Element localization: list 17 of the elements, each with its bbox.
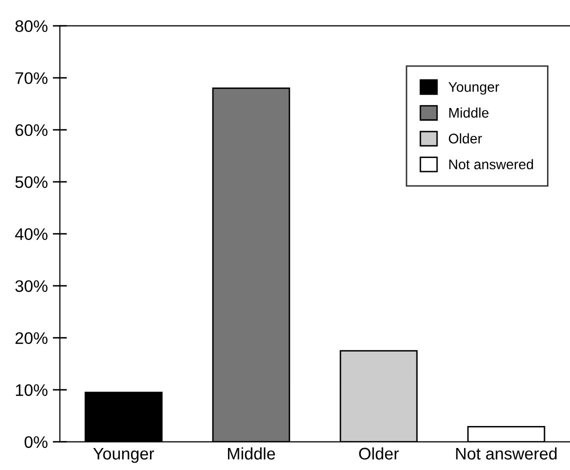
y-tick-label: 30% [15,280,48,292]
legend-label: Older [448,133,482,144]
y-tick-label: 0% [24,436,48,448]
y-tick-label: 70% [16,72,48,84]
x-tick-label: Older [359,447,399,460]
legend-label: Middle [449,108,488,118]
legend-label: Not answered [449,159,533,170]
x-tick-label: Younger [93,448,154,463]
y-tick-label: 80% [15,20,48,32]
y-tick-label: 10% [16,384,48,396]
y-tick-label: 60% [16,124,48,136]
legend-label: Younger [448,82,500,95]
y-tick-label: 40% [15,228,48,240]
x-tick-label: Middle [228,447,275,460]
x-tick-label: Not answered [456,447,557,460]
y-tick-label: 50% [15,176,48,188]
y-tick-label: 20% [16,332,48,344]
